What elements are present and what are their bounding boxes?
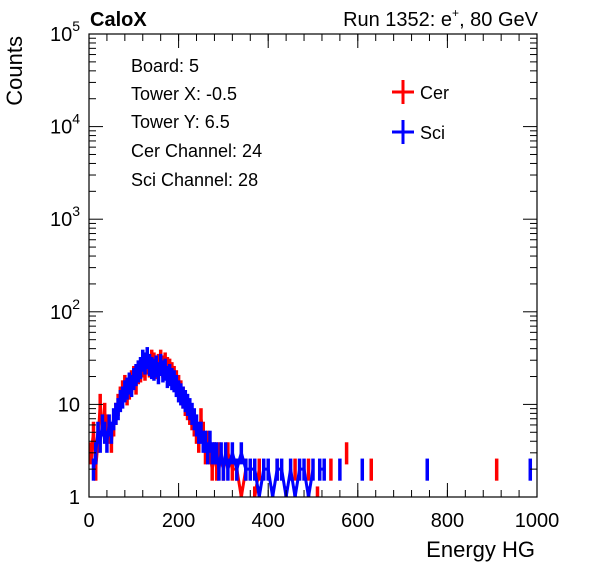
info-sci-channel: Sci Channel: 28 — [131, 170, 258, 190]
y-tick-label: 104 — [50, 111, 80, 139]
y-tick-label: 105 — [50, 18, 80, 46]
series-sci-link — [271, 468, 279, 498]
series-sci-link — [132, 373, 138, 380]
legend-label-cer: Cer — [420, 83, 449, 103]
series-sci-link — [174, 384, 180, 392]
series-sci-link — [119, 396, 124, 402]
x-tick-label: 800 — [431, 510, 464, 532]
series-sci-link — [307, 468, 315, 498]
series-sci-link — [123, 387, 129, 392]
series-sci-link — [109, 418, 116, 433]
series-sci-link — [112, 412, 118, 420]
y-axis-label: Counts — [2, 36, 27, 106]
x-tick-label: 200 — [162, 510, 195, 532]
tick-layer: 0 200 400 600 800 1000 1 10 102 103 104 105 — [50, 18, 559, 532]
series-sci — [91, 347, 533, 498]
info-board: Board: 5 — [131, 56, 199, 76]
series-sci-link — [257, 468, 266, 498]
info-tower-x: Tower X: -0.5 — [131, 84, 237, 104]
series-sci-link — [184, 399, 189, 406]
x-axis-label: Energy HG — [426, 537, 535, 562]
y-tick-label: 1 — [69, 487, 80, 509]
series-sci-link — [148, 363, 153, 369]
x-tick-label: 600 — [341, 510, 374, 532]
series-sci-link — [188, 407, 194, 415]
run-label-sup: + — [452, 6, 459, 20]
y-tick-label: 103 — [50, 203, 80, 231]
series-sci-link — [192, 418, 198, 426]
x-tick-label: 0 — [83, 510, 94, 532]
series-sci-link — [208, 440, 214, 454]
series-sci-link — [145, 357, 151, 365]
x-tick-label: 1000 — [515, 510, 560, 532]
y-tick-label: 102 — [50, 296, 80, 324]
series-layer — [89, 347, 533, 498]
series-sci-link — [239, 452, 248, 470]
legend-entry-sci: Sci — [392, 120, 445, 144]
series-sci-link — [116, 400, 122, 410]
run-label-energy: , 80 GeV — [459, 9, 539, 31]
series-sci-link — [130, 378, 136, 386]
legend-entry-cer: Cer — [392, 80, 449, 104]
series-sci-link — [177, 389, 183, 395]
info-tower-y: Tower Y: 6.5 — [131, 112, 230, 132]
run-label-text: Run 1352: e — [343, 9, 452, 31]
series-sci-link — [186, 403, 192, 410]
series-sci-link — [134, 370, 140, 376]
series-sci-link — [168, 373, 174, 380]
legend-label-sci: Sci — [420, 123, 445, 143]
series-sci-link — [114, 407, 120, 415]
brand-label: CaloX — [90, 9, 147, 31]
info-box: Board: 5 Tower X: -0.5 Tower Y: 6.5 Cer … — [131, 56, 262, 190]
series-sci-link — [91, 452, 98, 470]
series-sci-link — [172, 380, 178, 387]
series-sci-link — [121, 390, 127, 398]
series-sci-link — [170, 377, 176, 382]
series-sci-link — [195, 424, 201, 433]
series-sci-link — [181, 396, 187, 402]
info-cer-channel: Cer Channel: 24 — [131, 141, 262, 161]
series-sci-link — [101, 424, 107, 433]
legend: Cer Sci — [392, 80, 449, 144]
plot-frame — [88, 33, 538, 498]
series-cer-link — [103, 413, 109, 426]
series-sci-link — [137, 366, 142, 372]
y-tick-label: 10 — [58, 394, 80, 416]
series-sci-link — [179, 392, 185, 398]
series-sci-link — [199, 431, 205, 442]
x-tick-label: 400 — [252, 510, 285, 532]
run-label: Run 1352: e+, 80 GeV — [343, 6, 539, 31]
series-sci-link — [293, 468, 302, 498]
series-sci-link — [190, 412, 196, 420]
